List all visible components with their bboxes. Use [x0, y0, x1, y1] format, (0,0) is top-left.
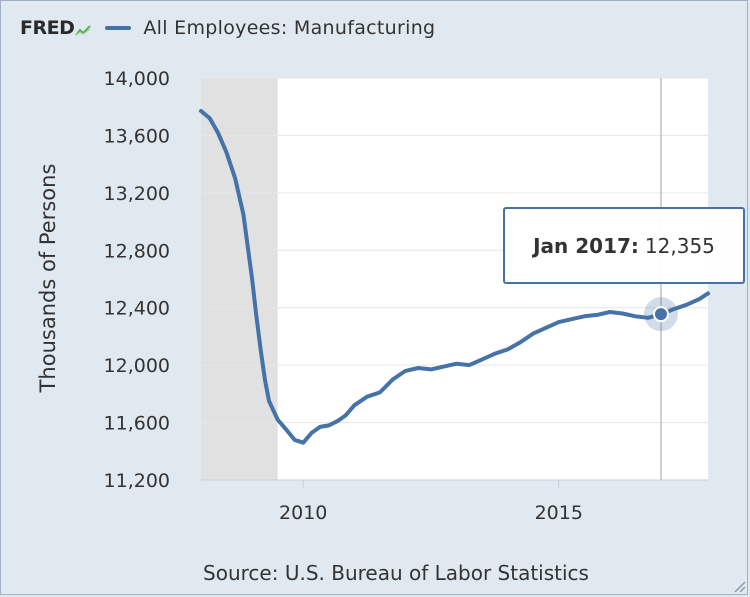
x-tick-label: 2010 — [279, 502, 327, 524]
tooltip-value: 12,355 — [644, 233, 715, 258]
series-line-manufacturing[interactable] — [199, 109, 710, 445]
hover-point-marker[interactable] — [652, 306, 669, 323]
y-tick-label: 13,600 — [104, 125, 170, 147]
tooltip-date: Jan 2017: — [533, 233, 639, 258]
y-tick-label: 12,000 — [104, 355, 170, 377]
chart-title: All Employees: Manufacturing — [143, 17, 436, 39]
x-axis: 2010 2015 — [279, 480, 583, 524]
fred-logo-text: FRED — [20, 17, 75, 39]
tooltip: Jan 2017: 12,355 — [503, 207, 745, 284]
fred-logo-graph-icon — [75, 25, 92, 36]
y-tick-label: 13,200 — [104, 183, 170, 205]
y-tick-label: 11,600 — [104, 413, 170, 435]
y-axis: 11,200 11,600 12,000 12,400 12,800 13,200 13,6… — [104, 68, 170, 492]
chart-header: FRED All Employees: Manufacturing — [20, 12, 435, 44]
fred-logo[interactable]: FRED — [20, 17, 92, 39]
y-tick-label: 12,400 — [104, 298, 170, 320]
recession-band — [201, 78, 278, 480]
y-tick-label: 12,800 — [104, 240, 170, 262]
recession-shading-layer — [201, 78, 278, 480]
y-axis-label: Thousands of Persons — [36, 164, 60, 394]
y-tick-label: 14,000 — [104, 68, 170, 90]
x-tick-label: 2015 — [535, 502, 583, 524]
resize-handle-icon[interactable] — [730, 577, 746, 593]
source-note: Source: U.S. Bureau of Labor Statistics — [203, 561, 589, 585]
legend-series-swatch — [105, 26, 132, 30]
y-tick-label: 11,200 — [104, 470, 170, 492]
